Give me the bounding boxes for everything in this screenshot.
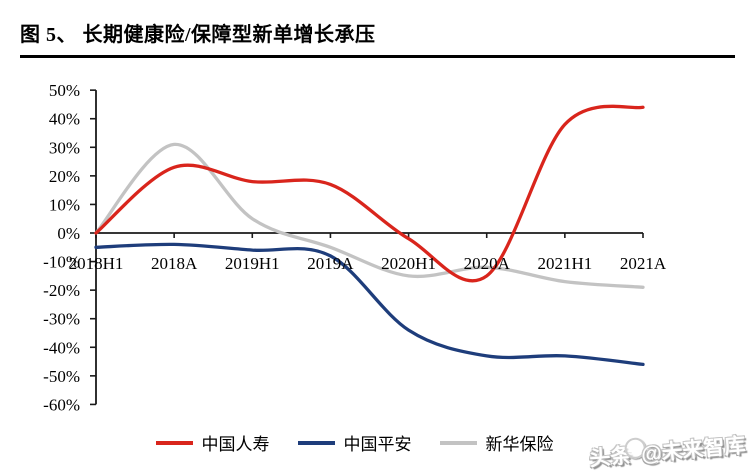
- series-line-新华保险: [94, 142, 645, 289]
- y-tick-label: 10%: [49, 195, 80, 214]
- y-tick-label: -10%: [43, 253, 80, 272]
- figure-title: 图 5、 长期健康险/保障型新单增长承压: [20, 24, 376, 46]
- x-tick-label: 2018H1: [69, 254, 124, 273]
- y-tick-label: 30%: [49, 138, 80, 157]
- y-tick-label: -20%: [43, 281, 80, 300]
- y-tick-label: 40%: [49, 110, 80, 129]
- x-tick-label: 2018A: [151, 254, 198, 273]
- series-lines: [94, 104, 645, 367]
- x-tick-label: 2020A: [464, 254, 511, 273]
- legend-swatch-icon: [155, 440, 193, 445]
- y-tick-label: 0%: [57, 224, 80, 243]
- chart-legend: 中国人寿 中国平安 新华保险: [0, 430, 709, 455]
- axis-labels: 50% 40% 30% 20% 10% 0% -10% -20% -30% -40% -50% -60…: [43, 81, 667, 414]
- legend-swatch-icon: [297, 440, 335, 445]
- x-tick-label: 2020H1: [381, 254, 436, 273]
- title-rule: [20, 55, 735, 58]
- y-tick-label: 20%: [49, 167, 80, 186]
- legend-label: 新华保险: [485, 435, 554, 454]
- legend-item: 新华保险: [439, 430, 554, 455]
- legend-label: 中国人寿: [201, 435, 270, 454]
- y-tick-label: -50%: [43, 367, 80, 386]
- y-tick-label: 50%: [49, 81, 80, 100]
- legend-item: 中国人寿: [155, 430, 270, 455]
- legend-swatch-icon: [439, 440, 477, 445]
- x-tick-label: 2021A: [620, 254, 667, 273]
- x-tick-label: 2019H1: [225, 254, 280, 273]
- series-line-中国人寿: [94, 104, 645, 283]
- x-tick-label: 2021H1: [537, 254, 592, 273]
- series-line-中国平安: [94, 242, 645, 367]
- y-tick-label: -40%: [43, 338, 80, 357]
- x-tick-label: 2019A: [307, 254, 354, 273]
- y-tick-label: -60%: [43, 395, 80, 414]
- legend-item: 中国平安: [297, 430, 412, 455]
- y-tick-label: -30%: [43, 310, 80, 329]
- legend-label: 中国平安: [343, 435, 412, 454]
